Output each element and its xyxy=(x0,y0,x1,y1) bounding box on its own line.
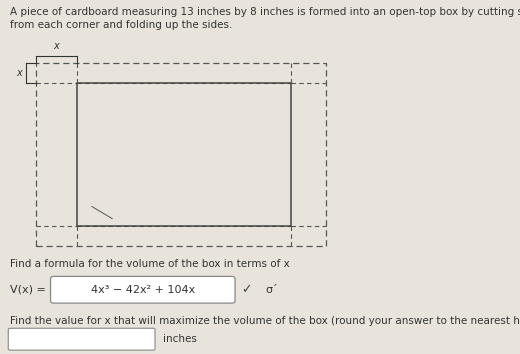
Text: Find the value for x that will maximize the volume of the box (round your answer: Find the value for x that will maximize … xyxy=(10,316,520,326)
Text: σ´: σ´ xyxy=(265,285,278,295)
FancyBboxPatch shape xyxy=(8,328,155,350)
Text: 4x³ − 42x² + 104x: 4x³ − 42x² + 104x xyxy=(90,285,195,295)
Text: x: x xyxy=(53,41,59,51)
Text: V(x) =: V(x) = xyxy=(10,285,46,295)
Text: Find a formula for the volume of the box in terms of x: Find a formula for the volume of the box… xyxy=(10,258,290,269)
FancyBboxPatch shape xyxy=(50,276,235,303)
Text: A piece of cardboard measuring 13 inches by 8 inches is formed into an open-top : A piece of cardboard measuring 13 inches… xyxy=(10,7,520,30)
Text: inches: inches xyxy=(163,334,197,344)
Text: ✓: ✓ xyxy=(241,283,252,296)
Text: x: x xyxy=(16,68,21,78)
